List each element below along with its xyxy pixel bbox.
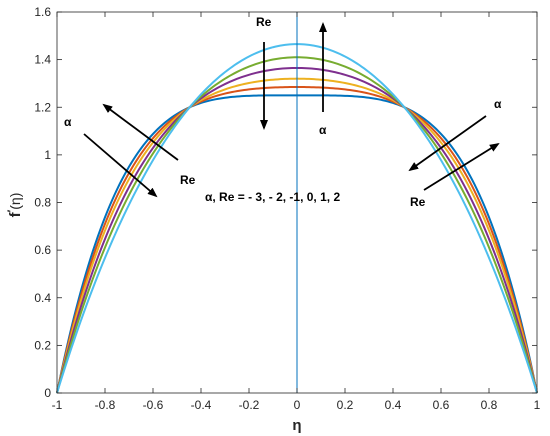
y-axis-label: f′(η) [6,193,24,218]
y-tick-label: 0.2 [34,338,51,352]
x-tick-label: -0.6 [143,398,164,412]
y-tick-label: 1.4 [34,53,51,67]
x-tick-label: -0.2 [239,398,260,412]
y-axis-label-arg: (η) [7,193,23,210]
right-alpha-arrow [408,115,487,172]
parameter-legend-text: α, Re = - 3, - 2, -1, 0, 1, 2 [205,190,340,204]
y-axis-label-prime: ′ [6,209,18,212]
y-tick-label: 1 [44,148,51,162]
parameter-legend-values: , Re = - 3, - 2, -1, 0, 1, 2 [212,190,340,204]
y-tick-label: 0 [44,386,51,400]
right-re-arrow [423,142,500,191]
y-tick-label: 0.6 [34,243,51,257]
x-tick-label: 0.4 [385,398,402,412]
x-tick-label: 0.6 [433,398,450,412]
x-tick-label: 1 [534,398,541,412]
right-alpha-label: α [494,97,502,111]
x-axis-ticks: -1 -0.8 -0.6 -0.4 -0.2 0 0.2 0.4 0.6 0.8 1 [52,12,541,412]
y-axis-label-main: f [7,211,24,217]
x-tick-label: 0.2 [337,398,354,412]
y-tick-label: 0.8 [34,196,51,210]
left-re-arrow [102,103,179,161]
left-re-label: Re [180,173,196,187]
y-tick-label: 1.2 [34,100,51,114]
left-alpha-arrow [83,133,158,198]
x-tick-label: 0 [294,398,301,412]
x-axis-label: η [292,417,301,434]
center-alpha-label: α [319,123,327,137]
y-axis-ticks: 0 0.2 0.4 0.6 0.8 1 1.2 1.4 1.6 [34,5,537,400]
x-tick-label: -1 [52,398,63,412]
y-tick-label: 1.6 [34,5,51,19]
x-tick-label: -0.4 [191,398,212,412]
right-re-label: Re [410,195,426,209]
x-tick-label: 0.8 [481,398,498,412]
center-re-label: Re [256,15,272,29]
x-tick-label: -0.8 [95,398,116,412]
left-alpha-label: α [64,115,72,129]
y-tick-label: 0.4 [34,291,51,305]
parameter-legend-alpha: α [205,190,213,204]
